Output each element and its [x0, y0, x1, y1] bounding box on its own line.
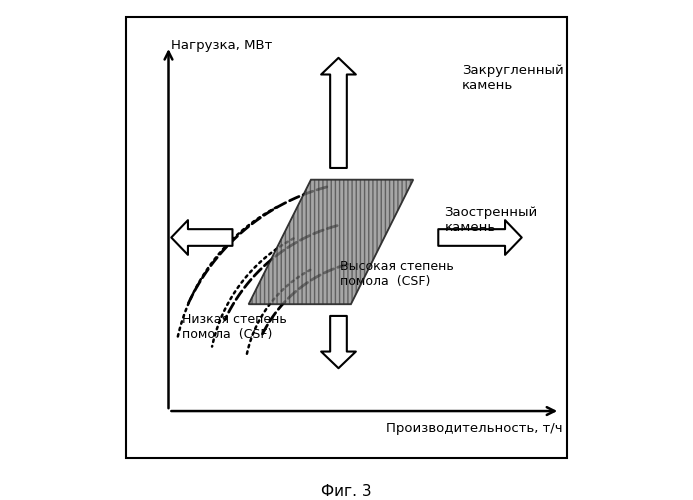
Polygon shape — [249, 180, 413, 304]
Text: Закругленный
камень: Закругленный камень — [462, 64, 564, 92]
Text: Низкая степень
помола  (CSF): Низкая степень помола (CSF) — [182, 313, 287, 341]
Text: Нагрузка, МВт: Нагрузка, МВт — [170, 40, 272, 52]
Text: Фиг. 3: Фиг. 3 — [321, 484, 372, 500]
Text: Производительность, т/ч: Производительность, т/ч — [386, 422, 562, 435]
Text: Высокая степень
помола  (CSF): Высокая степень помола (CSF) — [340, 260, 454, 288]
Text: Заостренный
камень: Заостренный камень — [444, 206, 538, 234]
